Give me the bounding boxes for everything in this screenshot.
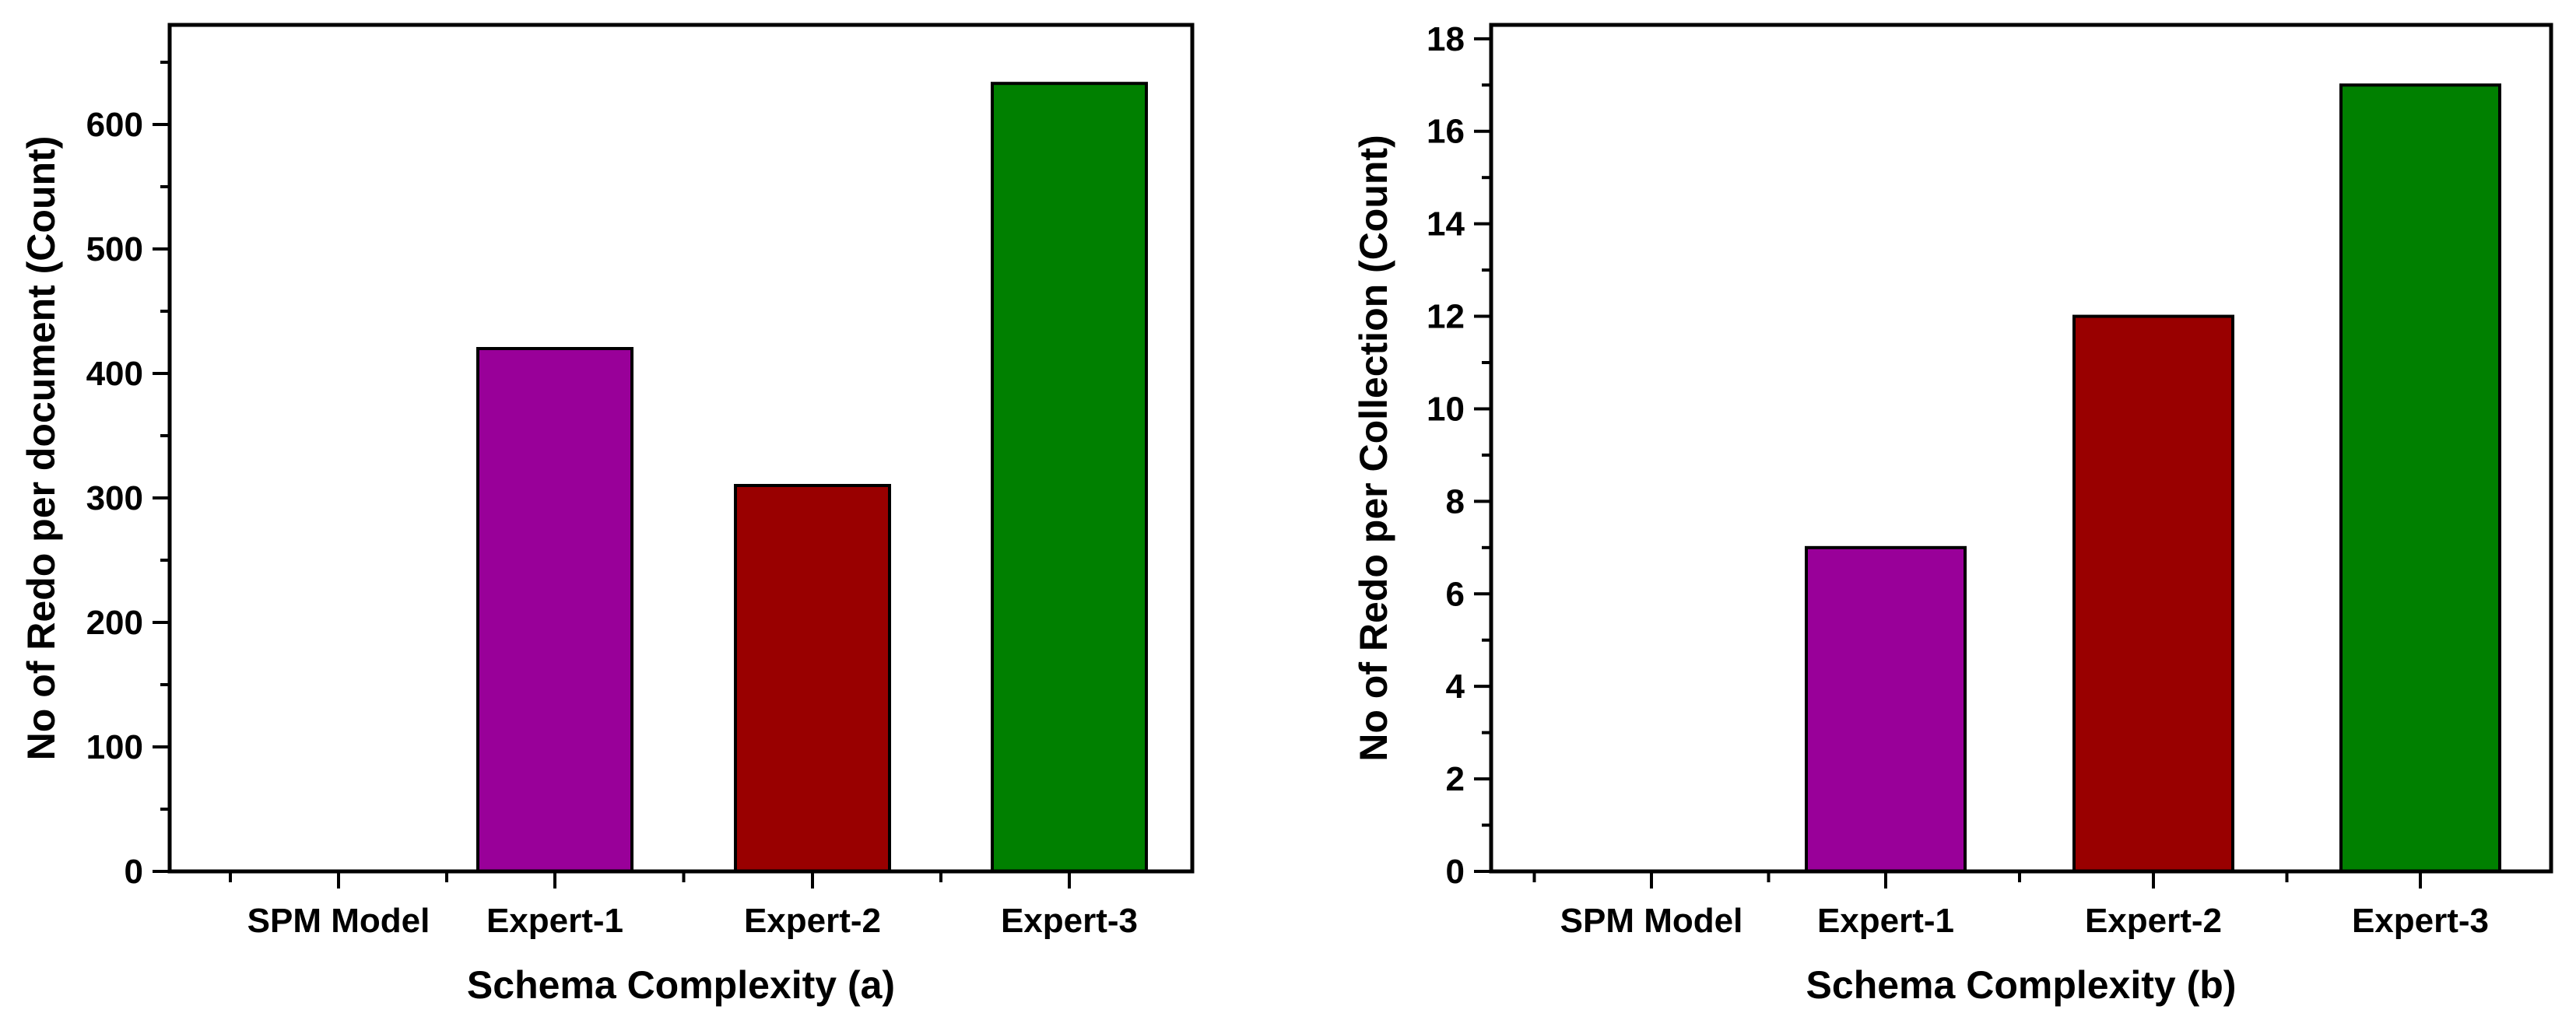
y-tick-label: 18 bbox=[1427, 20, 1465, 58]
bar-expert-2 bbox=[734, 484, 891, 873]
y-tick-label: 500 bbox=[86, 230, 143, 268]
y-tick-label: 4 bbox=[1446, 668, 1465, 706]
y-tick-label: 6 bbox=[1446, 575, 1465, 613]
bar-expert-1 bbox=[1805, 545, 1967, 873]
y-tick-label: 14 bbox=[1427, 205, 1465, 244]
x-tick-label: Expert-3 bbox=[2352, 902, 2489, 940]
y-tick-label: 10 bbox=[1427, 390, 1465, 428]
bar-expert-3 bbox=[991, 82, 1148, 873]
y-tick-label: 400 bbox=[86, 355, 143, 393]
y-axis-title: No of Redo per Collection (Count) bbox=[1352, 135, 1395, 761]
y-tick-label: 0 bbox=[1446, 853, 1465, 891]
x-axis-title: Schema Complexity (a) bbox=[467, 963, 895, 1007]
bar-expert-2 bbox=[2072, 314, 2234, 873]
y-tick-label: 100 bbox=[86, 728, 143, 766]
chart-a: 0 100 200 300 400 500 600 SPM Model Expert-1 Expe… bbox=[19, 23, 1195, 1007]
x-tick-label: SPM Model bbox=[1560, 902, 1743, 940]
bar-expert-3 bbox=[2339, 83, 2501, 874]
chart-b: 0 2 4 6 8 10 12 14 16 18 SPM Model Expert-1 Expert-2… bbox=[1352, 20, 2553, 1007]
plot-frame bbox=[167, 23, 1195, 874]
x-axis-title: Schema Complexity (b) bbox=[1806, 963, 2237, 1007]
y-tick-label: 600 bbox=[86, 106, 143, 144]
x-tick-label: Expert-1 bbox=[486, 902, 623, 940]
y-tick-label: 2 bbox=[1446, 760, 1465, 798]
x-tick-label: SPM Model bbox=[247, 902, 430, 940]
x-tick-label: Expert-1 bbox=[1817, 902, 1954, 940]
y-tick-label: 0 bbox=[125, 853, 143, 891]
x-tick-label: Expert-2 bbox=[744, 902, 881, 940]
y-tick-label: 300 bbox=[86, 479, 143, 517]
x-tick-label: Expert-2 bbox=[2085, 902, 2222, 940]
y-tick-label: 16 bbox=[1427, 113, 1465, 151]
y-axis-title: No of Redo per document (Count) bbox=[19, 136, 63, 761]
x-tick-label: Expert-3 bbox=[1001, 902, 1138, 940]
bar-expert-1 bbox=[476, 347, 633, 873]
y-tick-label: 8 bbox=[1446, 482, 1465, 521]
y-tick-label: 200 bbox=[86, 604, 143, 642]
y-tick-label: 12 bbox=[1427, 298, 1465, 336]
